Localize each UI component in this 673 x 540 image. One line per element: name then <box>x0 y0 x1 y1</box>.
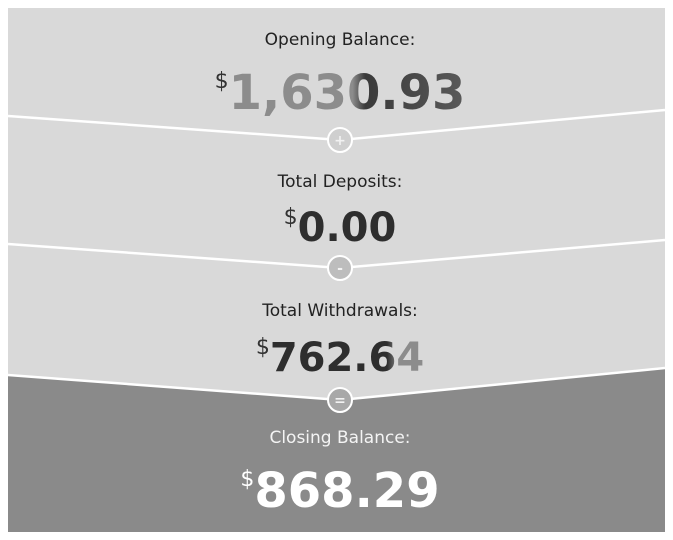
amount: $1,630.93 <box>215 65 466 121</box>
section-label: Closing Balance: <box>269 428 410 448</box>
currency: $ <box>240 467 254 492</box>
currency: $ <box>256 335 270 360</box>
amount: $0.00 <box>284 205 397 251</box>
operator-circle <box>327 127 353 153</box>
currency: $ <box>215 69 229 94</box>
amount-value: 0.00 <box>298 205 397 251</box>
operator: + <box>334 133 346 149</box>
operator: = <box>334 393 346 409</box>
section-label: Opening Balance: <box>265 30 416 50</box>
amount-value: 868.29 <box>254 463 439 519</box>
operator-circle <box>327 387 353 413</box>
currency: $ <box>284 205 298 230</box>
amount: $762.64 <box>256 335 424 381</box>
section-label: Total Withdrawals: <box>261 301 418 321</box>
amount-value: 1,630.93 <box>229 65 466 121</box>
amount: $868.29 <box>240 463 439 519</box>
operator: - <box>337 261 343 277</box>
closing-bg <box>8 368 665 532</box>
amount-value: 762.64 <box>270 335 424 381</box>
section-label: Total Deposits: <box>277 172 403 192</box>
operator-circle <box>327 255 353 281</box>
